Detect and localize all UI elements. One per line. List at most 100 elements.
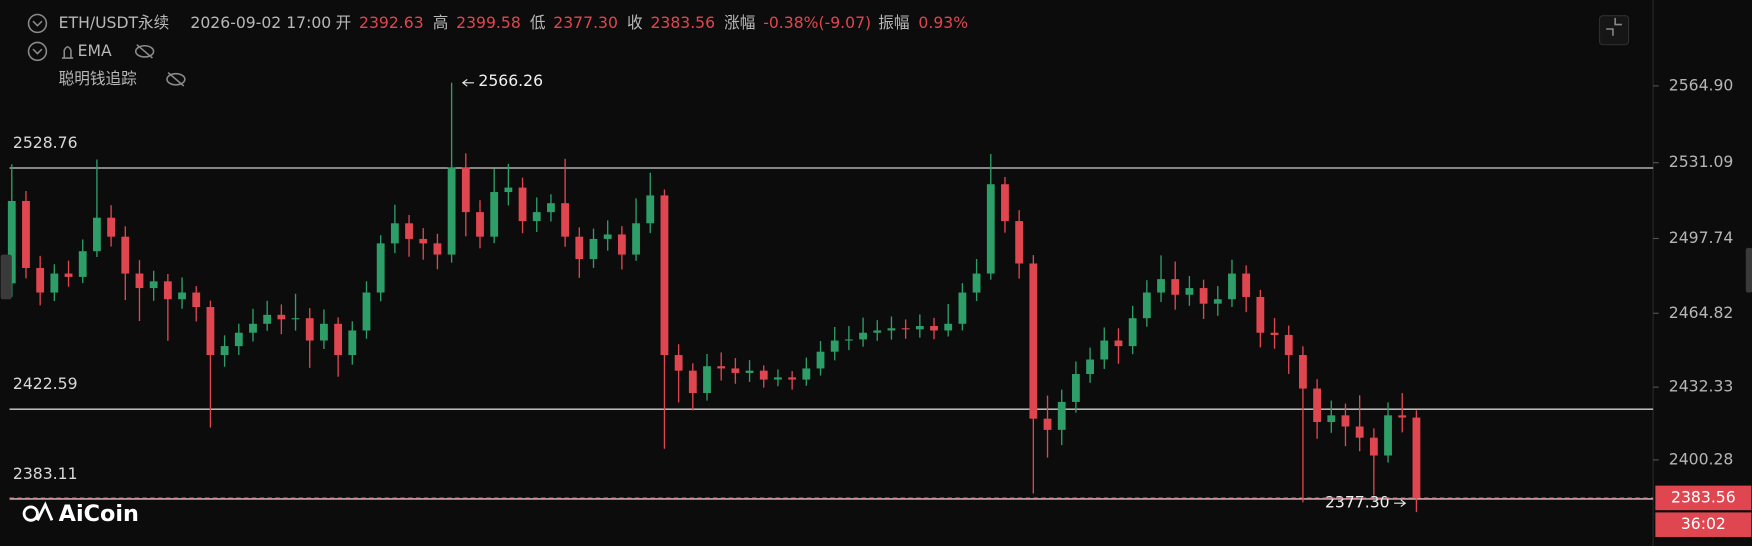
- candle-body: [1284, 334, 1293, 356]
- candle-body: [362, 292, 371, 331]
- amplitude-value: 0.93%: [918, 13, 968, 32]
- candle-body: [249, 323, 257, 333]
- collapse-icon[interactable]: [27, 41, 48, 62]
- amplitude-label: 振幅: [878, 13, 909, 32]
- max-label: 2566.26: [478, 71, 543, 90]
- min-label: 2377.30: [1325, 493, 1390, 512]
- horizontal-line-label: 2422.59: [13, 374, 78, 393]
- y-tick-label: 2400.28: [1669, 449, 1734, 468]
- candle-body: [1057, 401, 1066, 430]
- candle-body: [745, 370, 754, 373]
- countdown: 36:02: [1681, 514, 1726, 533]
- candle-body: [532, 212, 541, 222]
- last-price-label: 2383.56: [1671, 487, 1736, 506]
- y-tick-label: 2497.74: [1669, 228, 1734, 247]
- logo-text: AiCoin: [59, 501, 139, 527]
- candle-body: [178, 292, 186, 300]
- left-handle[interactable]: [0, 254, 12, 300]
- candle-body: [788, 377, 797, 380]
- candle-body: [1001, 184, 1009, 222]
- candle-body: [121, 236, 130, 274]
- y-tick-label: 2564.90: [1669, 75, 1734, 94]
- candle-body: [1086, 359, 1094, 375]
- candle-body: [1157, 279, 1165, 293]
- candle-body: [717, 366, 726, 369]
- candle-body: [348, 330, 357, 356]
- candle-body: [1313, 388, 1322, 423]
- candle-body: [518, 187, 527, 222]
- candle-body: [1100, 340, 1109, 360]
- candle-body: [844, 339, 853, 341]
- candle-body: [376, 243, 385, 293]
- candle-body: [504, 187, 513, 193]
- symbol: ETH/USDT永续: [59, 13, 170, 32]
- candle-body: [405, 223, 413, 239]
- candle-body: [206, 307, 215, 356]
- candle-body: [830, 340, 839, 352]
- candle-body: [603, 234, 612, 239]
- candle-body: [958, 292, 967, 324]
- candle-body: [419, 238, 428, 244]
- candle-body: [461, 167, 470, 213]
- candle-body: [1270, 332, 1279, 335]
- candle-body: [688, 370, 697, 394]
- y-tick-label: 2464.82: [1669, 303, 1734, 322]
- candle-body: [1228, 273, 1236, 300]
- candle-body: [547, 203, 555, 213]
- candle-body: [703, 366, 711, 394]
- close-label: 收: [627, 13, 643, 32]
- candle-body: [1398, 415, 1407, 418]
- candle-body: [986, 184, 995, 274]
- candle-body: [64, 273, 73, 277]
- candle-body: [1412, 417, 1421, 498]
- candle-body: [135, 273, 144, 289]
- collapse-icon[interactable]: [27, 13, 48, 34]
- candle-body: [930, 326, 938, 331]
- candle-body: [320, 323, 328, 341]
- candle-body: [7, 200, 16, 284]
- candle-body: [816, 351, 825, 369]
- candle-body: [972, 273, 981, 293]
- low-value: 2377.30: [553, 13, 618, 32]
- time: 2026-09-02 17:00: [190, 13, 331, 32]
- countdown-box: [1655, 512, 1752, 537]
- candle-body: [447, 167, 456, 255]
- candle-body: [887, 328, 896, 331]
- min-arrow: [1394, 499, 1407, 507]
- candle-body: [674, 355, 683, 371]
- candle-body: [873, 330, 882, 333]
- high-value: 2399.58: [456, 13, 521, 32]
- candle-body: [561, 203, 570, 237]
- eye-off-icon[interactable]: [134, 44, 155, 59]
- candle-body: [589, 238, 598, 260]
- candle-body: [1341, 415, 1350, 427]
- candle-body: [1369, 437, 1378, 456]
- eye-off-icon[interactable]: [166, 71, 186, 87]
- candle-body: [731, 368, 740, 373]
- bell-icon[interactable]: [62, 46, 74, 59]
- open-value: 2392.63: [359, 13, 424, 32]
- candle-body: [575, 236, 584, 260]
- candle-body: [291, 318, 300, 320]
- close-value: 2383.56: [650, 13, 715, 32]
- candle-body: [944, 323, 953, 331]
- candle-body: [1142, 292, 1151, 319]
- candle-body: [192, 292, 201, 308]
- candle-body: [660, 195, 669, 356]
- indicator: EMA: [78, 41, 112, 60]
- right-handle[interactable]: [1745, 247, 1752, 293]
- candle-body: [390, 223, 399, 244]
- candle-body: [93, 217, 101, 252]
- candle-body: [1114, 340, 1123, 347]
- candle-body: [901, 328, 910, 330]
- candle-body: [1256, 296, 1265, 333]
- candle-body: [1171, 279, 1180, 295]
- candle-body: [1213, 299, 1222, 304]
- candle-body: [163, 281, 172, 300]
- candle-body: [859, 332, 867, 340]
- fullscreen-icon[interactable]: [1598, 15, 1630, 46]
- candle-body: [220, 346, 229, 356]
